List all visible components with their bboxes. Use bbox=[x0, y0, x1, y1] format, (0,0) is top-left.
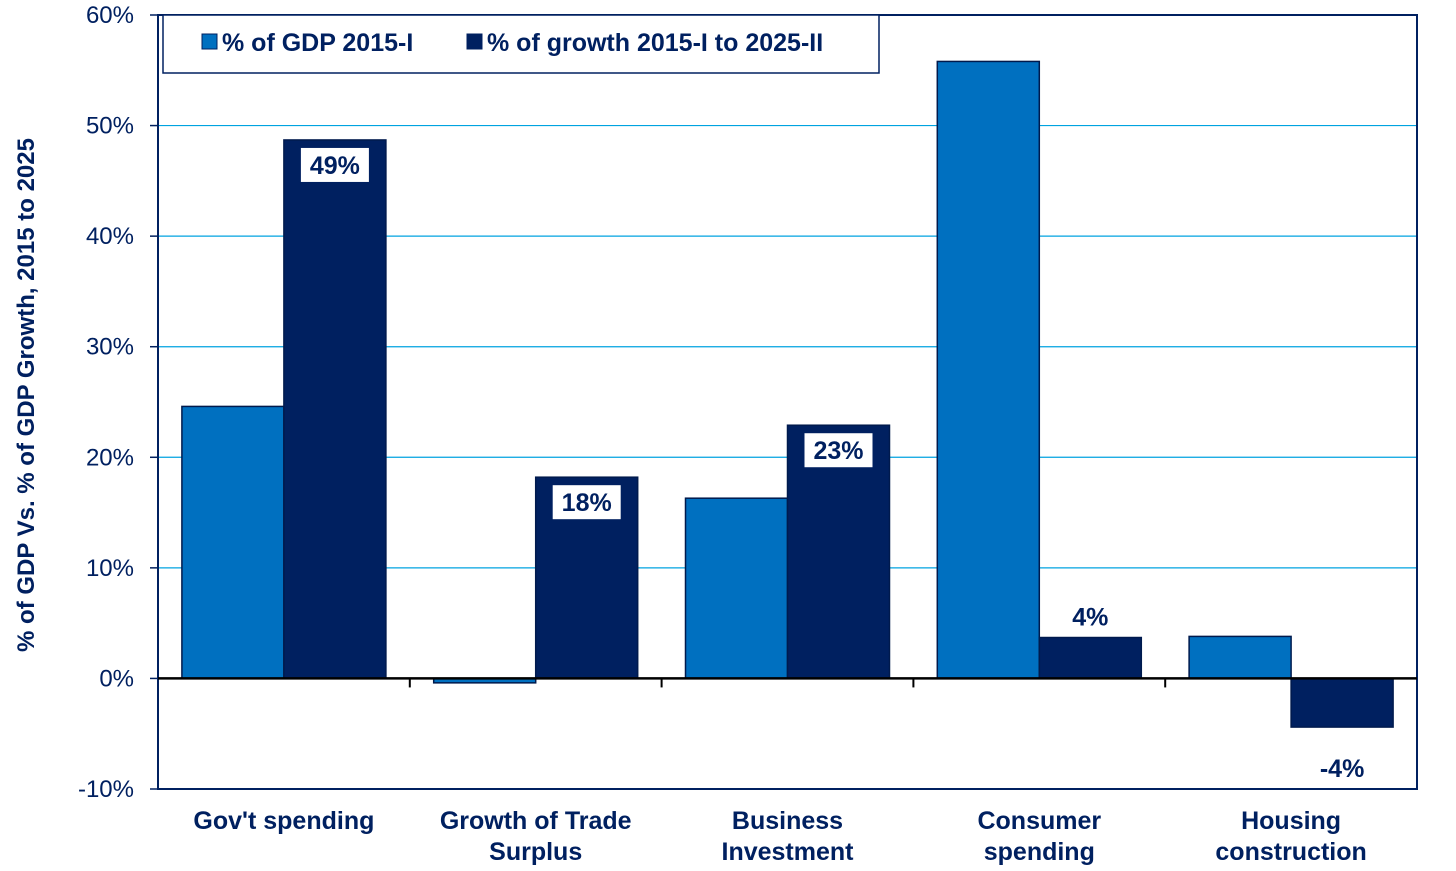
y-tick-label: 10% bbox=[86, 555, 134, 582]
data-label: -4% bbox=[1320, 755, 1364, 783]
x-category-label: Housing bbox=[1241, 807, 1341, 835]
legend-swatch-series-2 bbox=[466, 33, 483, 50]
x-category-label: Investment bbox=[722, 838, 855, 866]
bar-series-1 bbox=[936, 60, 1041, 680]
legend-box bbox=[162, 14, 880, 74]
y-tick-label: 60% bbox=[86, 2, 134, 29]
x-category-label: Growth of Trade bbox=[440, 807, 632, 835]
data-label-box bbox=[804, 433, 873, 468]
data-label: 4% bbox=[1072, 604, 1108, 632]
data-label: 49% bbox=[310, 152, 360, 180]
x-category-label: Gov't spending bbox=[193, 807, 374, 835]
y-tick-label: -10% bbox=[78, 776, 134, 803]
x-category-label: spending bbox=[984, 838, 1095, 866]
legend-swatch-series-1 bbox=[201, 33, 218, 50]
legend-label-series-1: % of GDP 2015-I bbox=[222, 29, 413, 57]
data-label: 18% bbox=[562, 489, 612, 517]
data-label: 23% bbox=[813, 437, 863, 465]
bar-series-2 bbox=[786, 424, 891, 680]
y-tick-label: 50% bbox=[86, 113, 134, 140]
x-category-label: Surplus bbox=[489, 838, 582, 866]
bar-series-2 bbox=[1290, 677, 1394, 728]
x-category-label: Business bbox=[732, 807, 843, 835]
bar-series-1 bbox=[1188, 635, 1292, 680]
y-axis-tick-labels: -10% 0% 10% 20% 30% 40% 50% 60% bbox=[78, 2, 134, 803]
bar-series-1 bbox=[181, 405, 285, 680]
x-category-label: Consumer bbox=[977, 807, 1101, 835]
y-tick-label: 40% bbox=[86, 223, 134, 250]
data-labels: 49% 18% 23% 4% -4% bbox=[300, 147, 1364, 783]
y-tick-label: 30% bbox=[86, 334, 134, 361]
bar-series-1 bbox=[684, 497, 789, 680]
y-axis-label: % of GDP Vs. % of GDP Growth, 2015 to 20… bbox=[13, 138, 40, 652]
legend: % of GDP 2015-I % of growth 2015-I to 20… bbox=[162, 14, 880, 74]
y-tick-label: 20% bbox=[86, 444, 134, 471]
x-category-label: construction bbox=[1215, 838, 1366, 866]
bar-series-2 bbox=[1038, 636, 1143, 680]
y-tick-label: 0% bbox=[99, 665, 134, 692]
legend-label-series-2: % of growth 2015-I to 2025-II bbox=[487, 29, 823, 57]
x-axis-ticks bbox=[408, 678, 1167, 688]
x-axis-category-labels: Gov't spending Growth of Trade Surplus Busi… bbox=[193, 807, 1366, 866]
bar-series-2 bbox=[283, 139, 387, 680]
data-label-box bbox=[300, 147, 369, 182]
data-label-box bbox=[552, 485, 621, 520]
